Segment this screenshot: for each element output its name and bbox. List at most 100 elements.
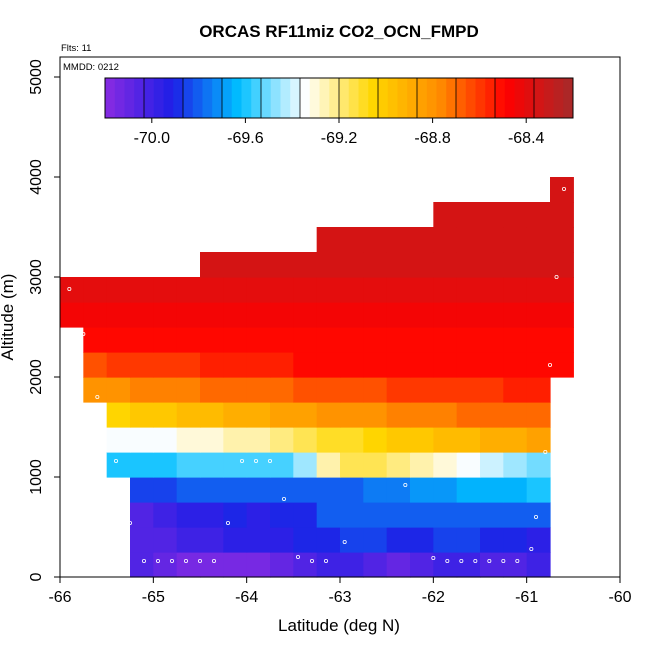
heatmap-cell [270, 402, 294, 428]
heatmap-cell [293, 252, 318, 278]
colorbar-tick-label: -69.6 [227, 130, 264, 147]
heatmap-cell [340, 377, 364, 403]
heatmap-cell [270, 452, 294, 478]
heatmap-cell [153, 302, 178, 328]
heatmap-cell [316, 227, 341, 253]
heatmap-cell [410, 402, 434, 428]
heatmap-cell [246, 377, 271, 403]
x-tick-label: -62 [422, 589, 445, 606]
heatmap-cell [526, 527, 551, 553]
heatmap-cell [130, 352, 154, 378]
heatmap-cell [363, 427, 388, 453]
observation-point [403, 482, 408, 487]
colorbar-segment [456, 78, 467, 118]
heatmap-cell [246, 327, 271, 353]
observation-point [534, 515, 539, 520]
heatmap-cell [293, 502, 318, 528]
heatmap-cell [363, 377, 388, 403]
heatmap-cell [293, 352, 318, 378]
heatmap-cell [526, 252, 551, 278]
heatmap-cell [153, 527, 178, 553]
heatmap-cell [270, 427, 294, 453]
heatmap-cell [293, 277, 318, 303]
heatmap-cell [293, 452, 318, 478]
colorbar-segment [183, 78, 194, 118]
heatmap-cell [363, 252, 388, 278]
heatmap-cell [200, 502, 224, 528]
heatmap-cell [503, 352, 528, 378]
heatmap-cell [550, 352, 574, 378]
heatmap-cell [106, 327, 131, 353]
heatmap-cell [130, 277, 154, 303]
heatmap-cell [410, 227, 434, 253]
heatmap-cell [153, 427, 178, 453]
heatmap-cell [130, 502, 154, 528]
heatmap-cell [270, 377, 294, 403]
heatmap-cell [153, 452, 178, 478]
mmdd-annotation: MMDD: 0212 [63, 62, 119, 73]
heatmap-cell [456, 227, 481, 253]
heatmap-cell [410, 502, 434, 528]
heatmap-cell [433, 402, 458, 428]
observation-point [127, 521, 132, 526]
colorbar-segment [134, 78, 145, 118]
heatmap-cell [433, 352, 458, 378]
colorbar-segment [524, 78, 535, 118]
colorbar-segment [261, 78, 272, 118]
heatmap-cell [386, 527, 411, 553]
heatmap-cell [153, 277, 178, 303]
heatmap-cell [386, 302, 411, 328]
heatmap-cell [503, 277, 528, 303]
heatmap-cell [503, 252, 528, 278]
heatmap-cell [363, 452, 388, 478]
heatmap-cell [550, 277, 574, 303]
colorbar-segment [309, 78, 320, 118]
heatmap-cell [503, 302, 528, 328]
colorbar-segment [173, 78, 184, 118]
observation-point [445, 559, 450, 564]
heatmap-cell [60, 277, 84, 303]
colorbar-segment [114, 78, 125, 118]
heatmap-cell [363, 277, 388, 303]
heatmap-cell [176, 327, 201, 353]
heatmap-cell [200, 352, 224, 378]
observation-point [487, 559, 492, 564]
colorbar-segment [144, 78, 155, 118]
heatmap-cell [526, 202, 551, 228]
heatmap-cell [526, 427, 551, 453]
colorbar-segment [378, 78, 389, 118]
heatmap-cell [200, 477, 224, 503]
heatmap-cell [246, 527, 271, 553]
heatmap-cell [176, 377, 201, 403]
heatmap-cell [223, 352, 248, 378]
heatmap-cell [456, 452, 481, 478]
heatmap-cell [223, 552, 248, 578]
heatmap-cell [433, 552, 458, 578]
heatmap-cell [293, 377, 318, 403]
heatmap-cell [270, 327, 294, 353]
x-axis-label: Latitude (deg N) [278, 616, 400, 635]
heatmap-cell [316, 477, 341, 503]
heatmap-cell [456, 502, 481, 528]
heatmap-cell [363, 302, 388, 328]
heatmap-cell [153, 402, 178, 428]
heatmap-cell [503, 202, 528, 228]
heatmap-cell [526, 352, 551, 378]
y-tick-label: 1000 [28, 459, 45, 495]
heatmap-cell [480, 552, 504, 578]
heatmap-cell [410, 452, 434, 478]
heatmap-cell [526, 377, 551, 403]
colorbar-segment [358, 78, 369, 118]
heatmap-cell [316, 377, 341, 403]
x-tick-label: -65 [142, 589, 165, 606]
heatmap-cell [526, 327, 551, 353]
heatmap-cell [106, 352, 131, 378]
heatmap-cell [246, 352, 271, 378]
heatmap-cell [433, 202, 458, 228]
heatmap-cell [223, 477, 248, 503]
heatmap-cell [223, 402, 248, 428]
heatmap-cell [153, 477, 178, 503]
heatmap-cell [503, 377, 528, 403]
heatmap-cell [246, 402, 271, 428]
